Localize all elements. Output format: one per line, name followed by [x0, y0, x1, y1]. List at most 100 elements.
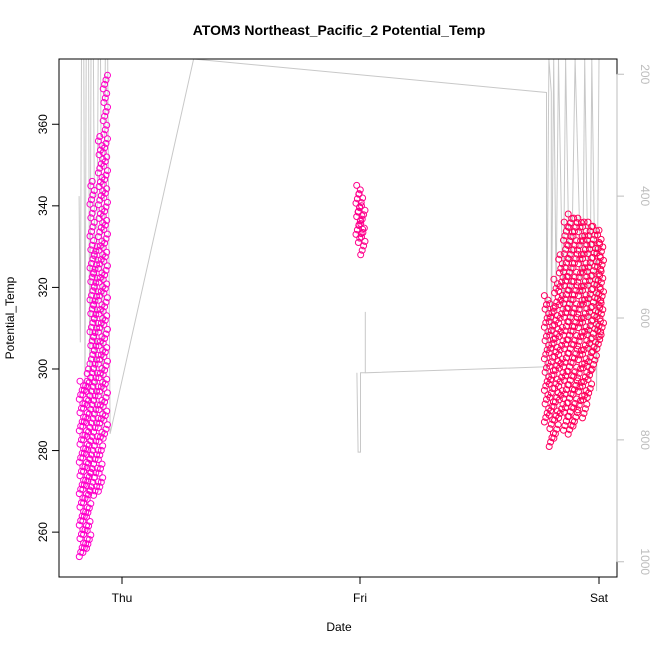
data-point: [577, 301, 585, 309]
data-point: [547, 389, 555, 397]
data-point: [99, 339, 107, 347]
data-point: [96, 133, 104, 140]
data-point: [572, 318, 580, 326]
data-point: [542, 382, 550, 390]
data-point: [555, 301, 563, 309]
data-point: [575, 324, 582, 332]
data-point: [75, 427, 83, 435]
data-point: [88, 337, 96, 345]
data-point: [98, 460, 106, 468]
data-point: [96, 451, 104, 459]
data-point: [93, 356, 100, 364]
data-point: [90, 187, 98, 194]
data-point: [102, 394, 110, 401]
data-point: [550, 371, 558, 379]
data-point: [549, 398, 557, 406]
data-point: [99, 244, 107, 252]
data-point: [576, 255, 584, 263]
data-point: [595, 270, 603, 278]
data-point: [600, 256, 607, 264]
data-point: [556, 314, 564, 322]
data-point: [94, 169, 102, 177]
data-point: [547, 344, 555, 352]
data-point: [546, 393, 554, 401]
data-point: [577, 251, 585, 259]
data-point: [83, 450, 90, 458]
data-point: [575, 337, 583, 345]
data-point: [597, 248, 605, 255]
data-point: [575, 356, 582, 364]
data-point: [589, 222, 597, 230]
data-point: [580, 218, 588, 226]
data-point: [550, 307, 558, 315]
data-point: [77, 391, 85, 399]
data-point: [85, 522, 93, 530]
data-point: [556, 378, 564, 386]
y2-tick-label: 1000: [638, 548, 650, 575]
data-point: [80, 531, 88, 538]
data-point: [357, 230, 365, 238]
data-point: [100, 416, 108, 424]
data-point: [543, 395, 550, 403]
data-point: [99, 85, 107, 93]
data-point: [579, 236, 587, 244]
data-point: [573, 363, 581, 371]
data-point: [101, 398, 109, 406]
data-point: [97, 446, 105, 454]
data-point: [357, 251, 365, 259]
data-point: [90, 333, 98, 341]
data-point: [597, 279, 605, 287]
data-point: [87, 469, 95, 477]
data-point: [87, 500, 95, 508]
data-point: [94, 456, 102, 463]
data-point: [86, 360, 94, 368]
data-point: [597, 265, 605, 273]
data-point: [90, 442, 98, 450]
data-point: [100, 130, 108, 138]
data-point: [83, 527, 91, 534]
data-point: [101, 348, 109, 356]
data-point: [360, 211, 368, 219]
data-point: [86, 328, 94, 336]
data-point: [551, 398, 559, 406]
data-point: [88, 177, 96, 185]
data-point: [86, 232, 94, 240]
data-point: [86, 264, 94, 272]
data-point: [358, 215, 366, 223]
data-point: [564, 430, 572, 438]
data-point: [80, 413, 88, 421]
data-point: [88, 291, 95, 299]
data-point: [570, 259, 578, 267]
y-axis-label: Potential_Temp: [3, 276, 17, 359]
data-point: [360, 224, 368, 232]
data-point: [356, 234, 364, 242]
data-point: [87, 437, 95, 445]
data-point: [579, 255, 586, 263]
data-point: [565, 412, 573, 420]
data-point: [99, 371, 107, 379]
data-point: [90, 283, 98, 291]
data-point: [583, 400, 591, 408]
data-point: [96, 483, 104, 491]
data-point: [551, 303, 559, 310]
data-point: [580, 314, 588, 322]
data-point: [101, 271, 109, 279]
data-point: [103, 344, 111, 352]
y2-tick-label: 400: [638, 186, 650, 206]
data-point: [589, 254, 597, 261]
data-point: [575, 228, 582, 236]
data-point: [599, 274, 607, 282]
data-point: [566, 331, 574, 339]
data-point: [565, 381, 573, 389]
data-point: [85, 459, 93, 467]
data-point: [75, 395, 83, 403]
data-point: [84, 414, 92, 422]
data-point: [99, 276, 107, 283]
data-point: [90, 252, 98, 260]
data-point: [78, 418, 86, 426]
data-point: [88, 323, 95, 331]
data-point: [101, 366, 109, 374]
data-point: [588, 334, 596, 342]
data-point: [540, 355, 548, 363]
data-point: [78, 404, 85, 412]
